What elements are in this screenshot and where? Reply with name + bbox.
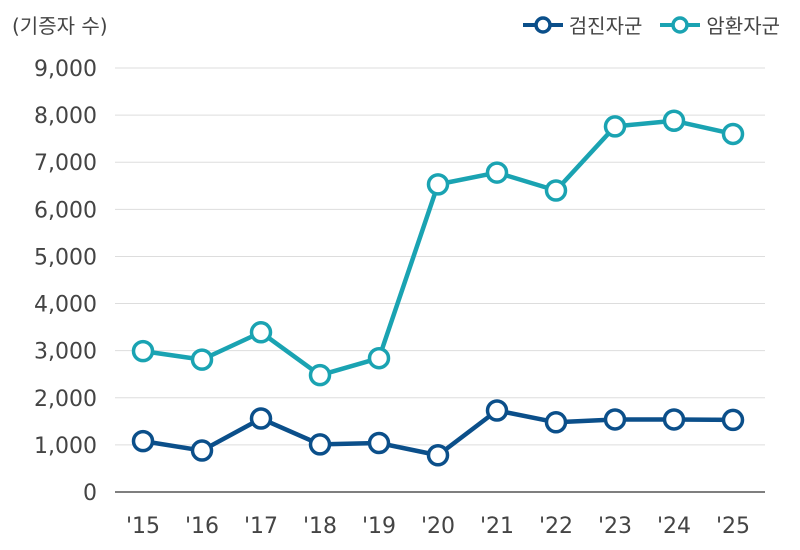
series-1-point-5 [426,444,450,467]
series-2-point-6 [485,161,509,184]
y-tick-label-4000: 4,000 [34,293,97,318]
legend: 검진자군 암환자군 [522,10,780,39]
legend-marker-series-2 [660,15,701,34]
y-tick-label-3000: 3,000 [34,340,97,365]
series-1-point-10 [721,408,745,432]
series-1-point-2 [249,407,273,430]
series-1-point-7 [544,411,568,434]
series-2-point-0 [131,339,155,363]
series-1-point-4 [367,431,391,455]
y-tick-label-0: 0 [83,481,97,506]
y-tick-label-6000: 6,000 [34,198,97,223]
legend-item-series-1: 검진자군 [522,10,643,39]
y-tick-label-1000: 1,000 [34,434,97,459]
x-tick-label-6: '21 [480,514,514,539]
series-1-point-9 [662,408,686,431]
series-2-point-2 [249,321,273,344]
x-tick-label-1: '16 [185,514,219,539]
series-1-point-6 [485,399,509,422]
legend-marker-series-1 [522,15,563,34]
series-1-point-1 [190,439,214,462]
series-2-point-10 [721,122,745,146]
series-2-point-8 [603,115,627,138]
legend-item-series-2: 암환자군 [660,10,780,39]
series-2-point-1 [190,348,214,371]
legend-label-series-1: 검진자군 [568,14,643,38]
y-axis-unit-label: (기증자 수) [12,14,108,38]
series-2-point-5 [426,173,450,196]
x-tick-label-8: '23 [598,514,632,539]
series-2-point-3 [308,363,332,387]
x-tick-label-0: '15 [126,514,160,539]
x-tick-label-5: '20 [421,514,455,539]
series-1-point-0 [131,429,155,453]
y-tick-label-2000: 2,000 [34,387,97,412]
x-tick-label-10: '25 [716,514,750,539]
x-tick-label-7: '22 [539,514,573,539]
legend-label-series-2: 암환자군 [706,14,780,38]
y-tick-label-9000: 9,000 [34,57,97,82]
series-line-2 [140,118,736,378]
x-tick-label-3: '18 [303,514,337,539]
series-2-point-7 [544,179,568,202]
y-tick-label-8000: 8,000 [34,104,97,129]
x-tick-label-2: '17 [244,514,278,539]
series-1-point-3 [308,433,332,456]
y-tick-label-7000: 7,000 [34,151,97,176]
series-2-point-9 [662,109,686,133]
x-tick-label-9: '24 [657,514,691,539]
x-tick-label-4: '19 [362,514,396,539]
series-2-point-4 [367,346,391,370]
y-tick-label-5000: 5,000 [34,245,97,270]
series-1-point-8 [603,408,627,431]
